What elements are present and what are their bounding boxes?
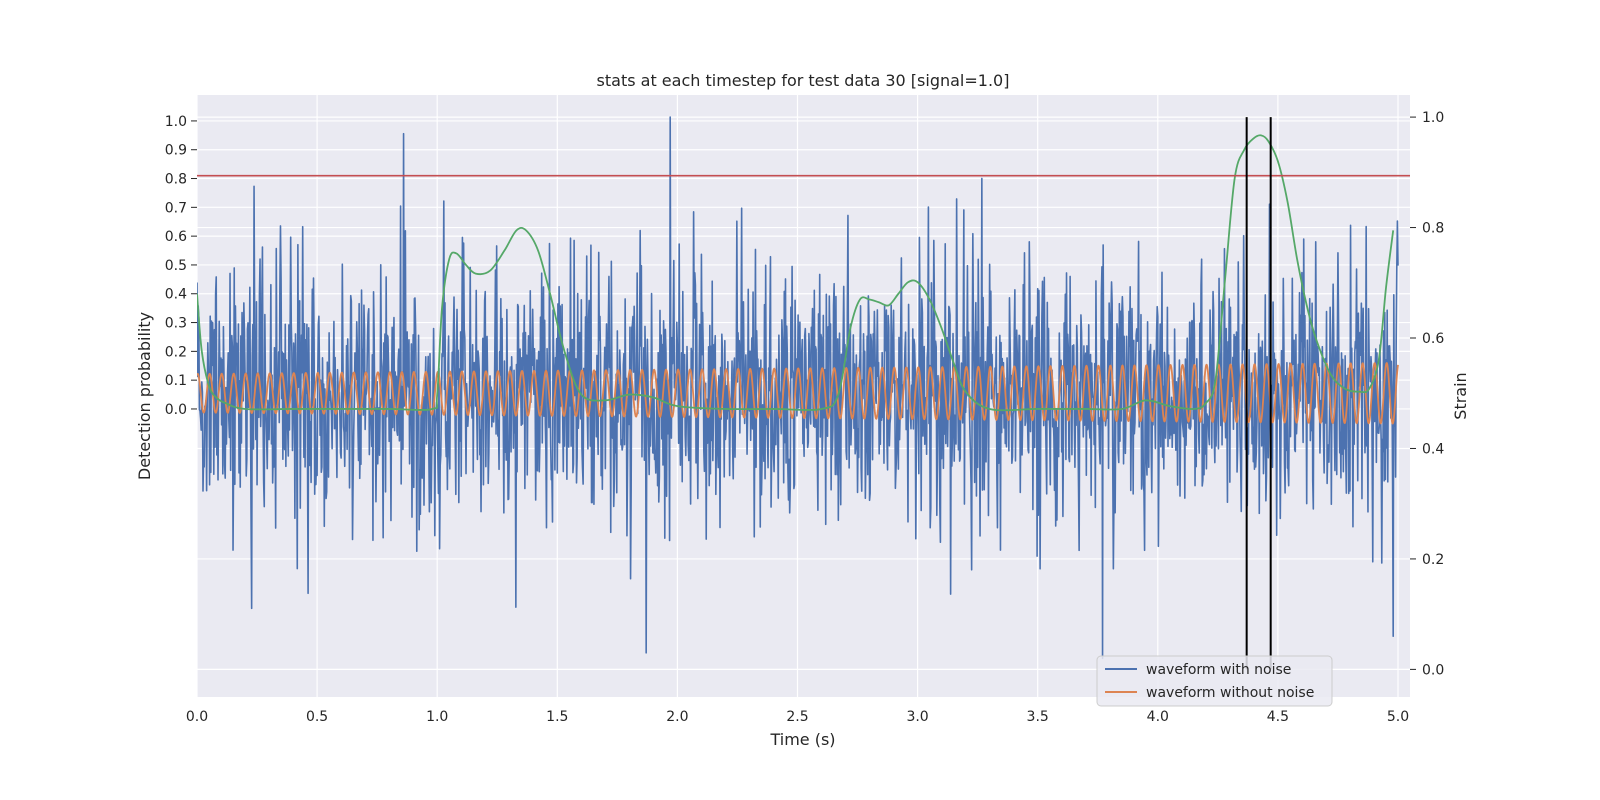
marker-layer [197, 117, 1410, 670]
x-tick-label: 2.0 [666, 709, 688, 725]
x-tick-label: 2.5 [786, 709, 808, 725]
left-tick-label: 0.0 [165, 402, 187, 418]
right-tick-label: 0.6 [1422, 331, 1444, 347]
right-axis-ticks: 0.0 0.2 0.4 0.6 0.8 1.0 [1410, 110, 1444, 678]
chart-title: stats at each timestep for test data 30 … [597, 71, 1010, 90]
right-tick-label: 0.2 [1422, 552, 1444, 568]
x-tick-label: 4.0 [1147, 709, 1169, 725]
left-tick-label: 0.7 [165, 200, 187, 216]
x-tick-label: 0.0 [186, 709, 208, 725]
left-tick-label: 0.2 [165, 344, 187, 360]
legend: waveform with noise waveform without noi… [1096, 655, 1333, 707]
left-tick-label: 0.4 [165, 287, 187, 303]
x-tick-label: 1.0 [426, 709, 448, 725]
left-tick-label: 0.5 [165, 258, 187, 274]
right-tick-label: 1.0 [1422, 110, 1444, 126]
left-tick-label: 0.6 [165, 229, 187, 245]
x-axis-label: Time (s) [769, 730, 835, 749]
right-axis-label: Strain [1451, 372, 1470, 419]
legend-label-noise: waveform with noise [1146, 662, 1291, 678]
x-tick-label: 1.5 [546, 709, 568, 725]
left-tick-label: 0.8 [165, 172, 187, 188]
x-axis-ticks: 0.0 0.5 1.0 1.5 2.0 2.5 3.0 3.5 4.0 4.5 5.0 [186, 709, 1409, 725]
right-tick-label: 0.0 [1422, 662, 1444, 678]
legend-frame [1096, 655, 1333, 707]
left-tick-label: 0.9 [165, 143, 187, 159]
x-tick-label: 4.5 [1267, 709, 1289, 725]
x-tick-label: 3.5 [1027, 709, 1049, 725]
left-axis-label: Detection probability [135, 312, 154, 480]
left-tick-label: 0.3 [165, 316, 187, 332]
left-axis-ticks: 0.0 0.1 0.2 0.3 0.4 0.5 0.6 0.7 0.8 0.9 1.0 [165, 114, 197, 418]
left-tick-label: 0.1 [165, 373, 187, 389]
right-tick-label: 0.8 [1422, 221, 1444, 237]
left-tick-label: 1.0 [165, 114, 187, 130]
x-tick-label: 3.0 [906, 709, 928, 725]
legend-label-clean: waveform without noise [1146, 685, 1314, 701]
right-tick-label: 0.4 [1422, 441, 1444, 457]
x-tick-label: 0.5 [306, 709, 328, 725]
x-tick-label: 5.0 [1387, 709, 1409, 725]
